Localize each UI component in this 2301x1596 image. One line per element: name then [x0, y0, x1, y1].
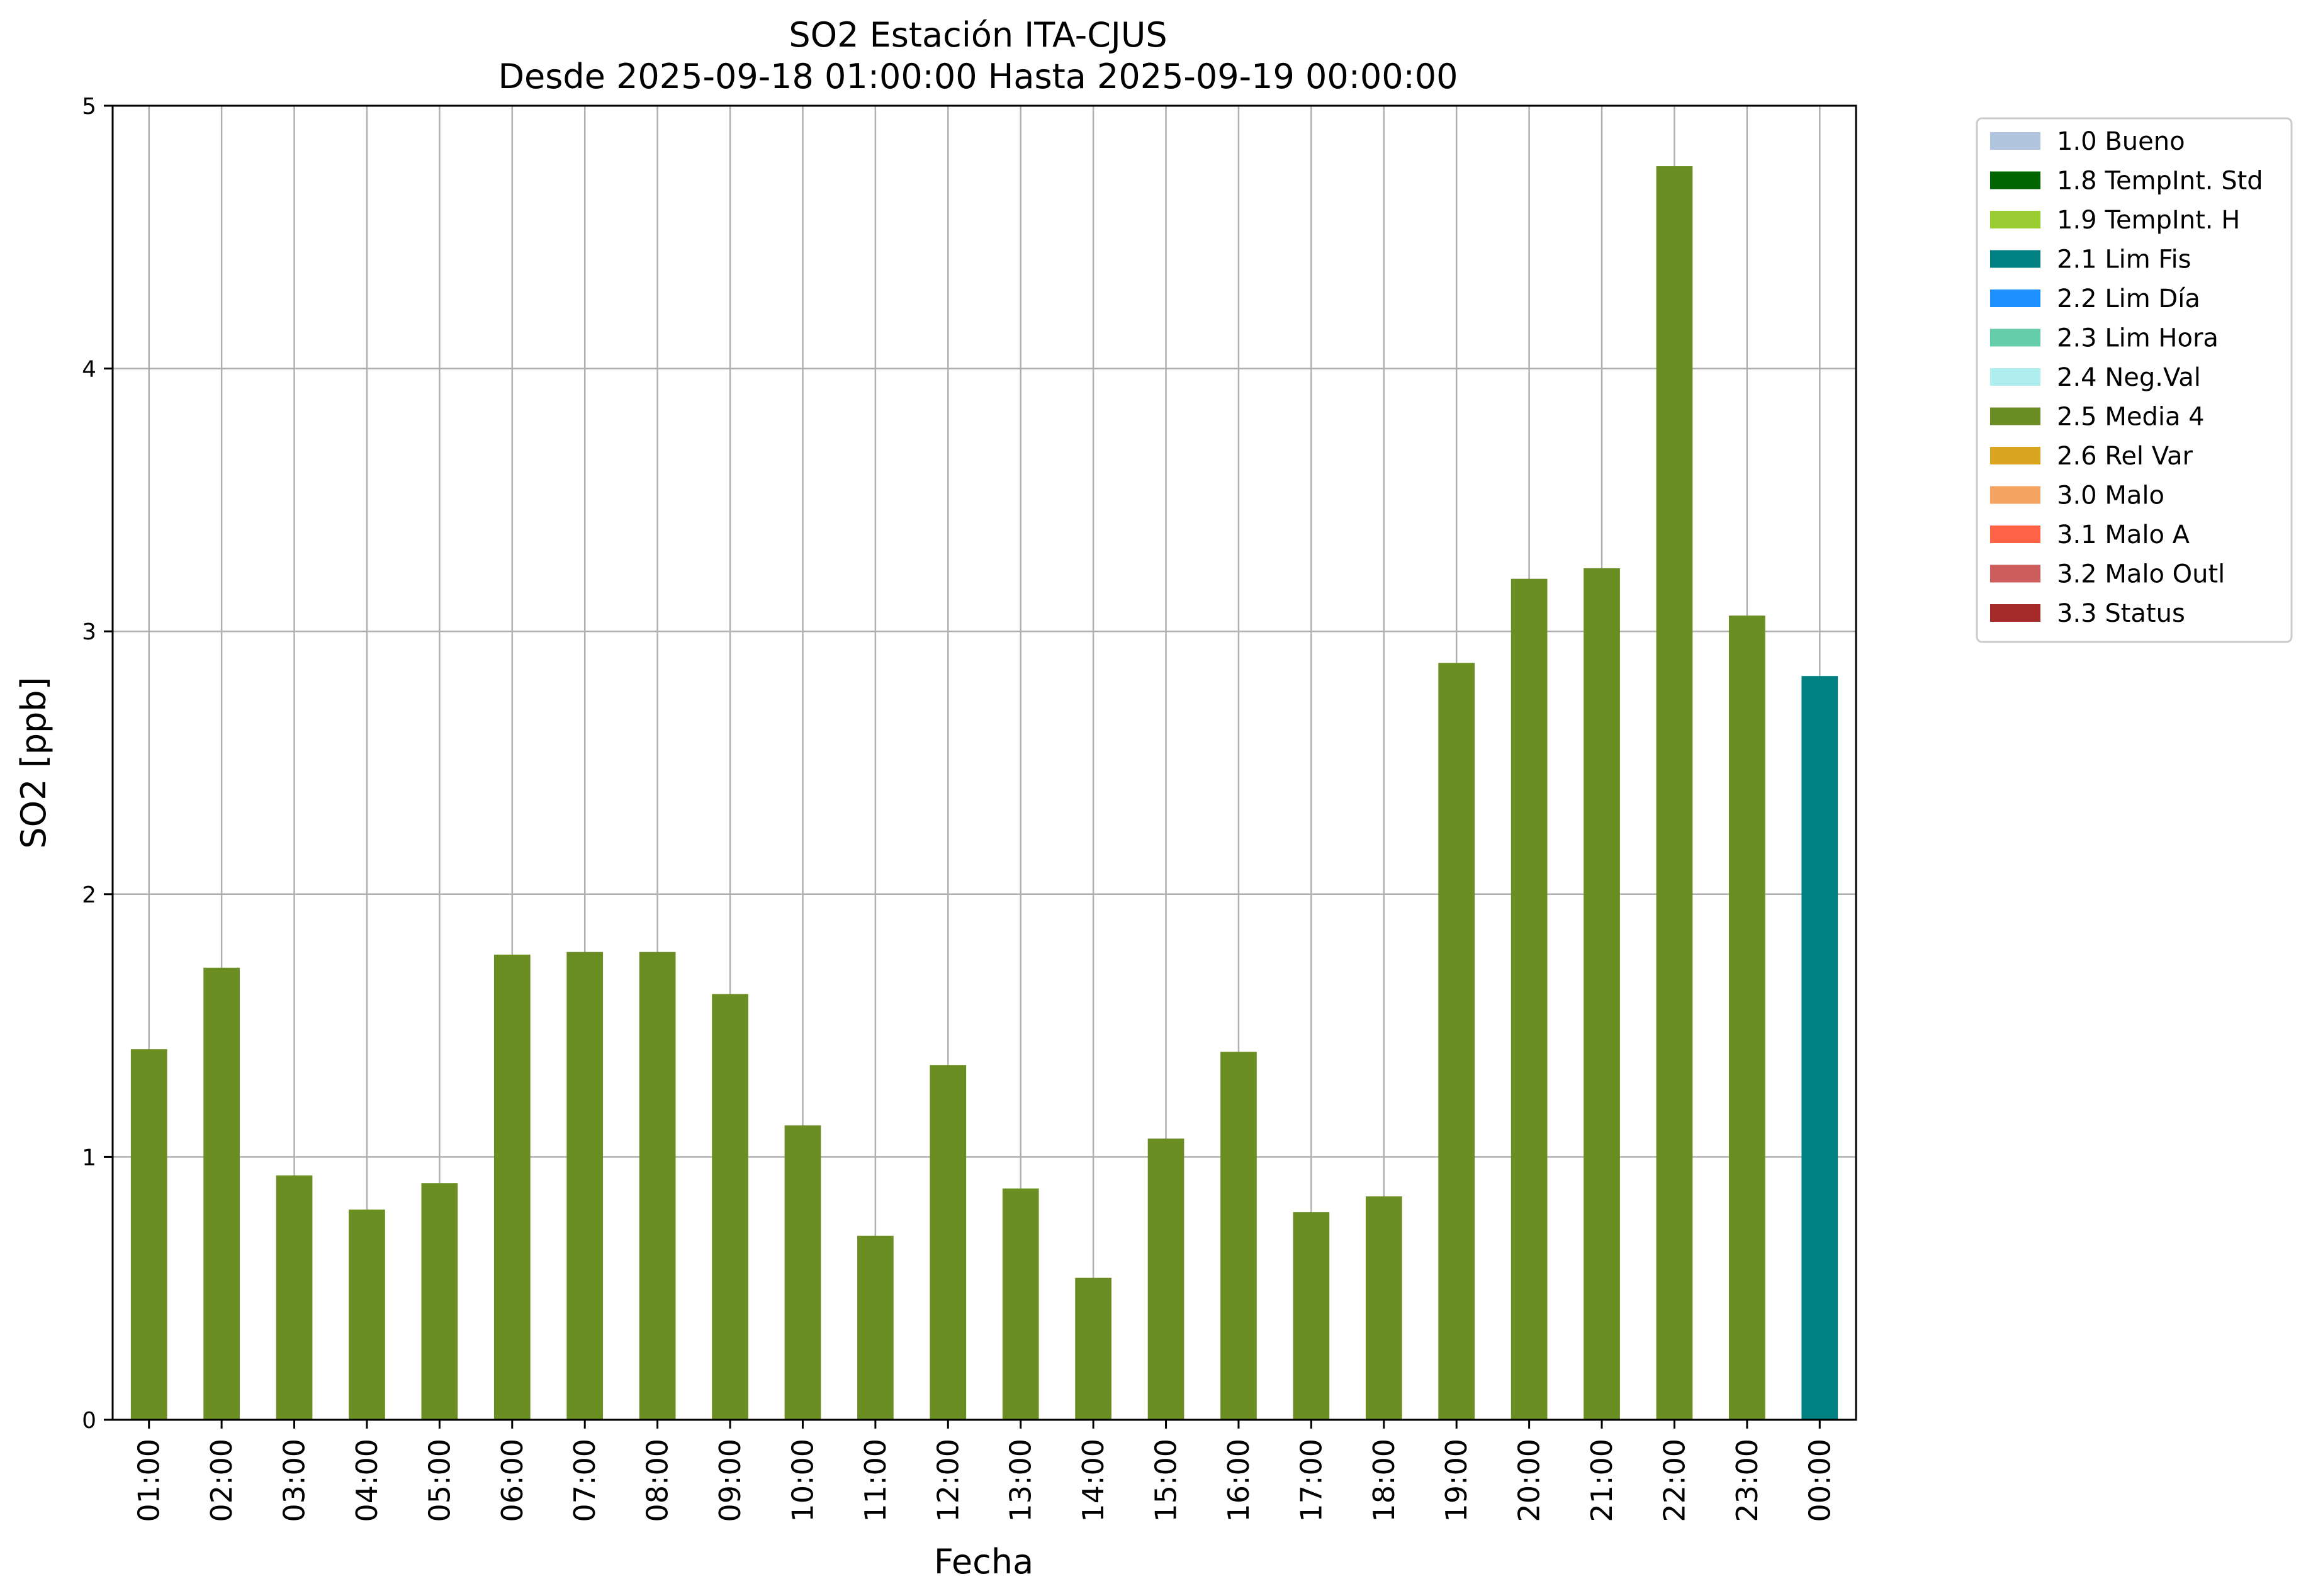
y-tick-label: 3: [82, 619, 96, 645]
legend-swatch: [1990, 132, 2040, 150]
bar-1600: [1220, 1052, 1257, 1420]
x-tick-label: 04:00: [350, 1439, 384, 1522]
bar-1000: [784, 1125, 821, 1420]
legend-label: 1.9 TempInt. H: [2057, 206, 2240, 235]
legend-label: 2.4 Neg.Val: [2057, 363, 2201, 392]
legend-swatch: [1990, 525, 2040, 543]
bar-1800: [1365, 1196, 1402, 1420]
legend: 1.0 Bueno 1.8 TempInt. Std 1.9 TempInt. H 2…: [1976, 117, 2293, 643]
y-axis-label: SO2 [ppb]: [14, 677, 53, 848]
bar-0200: [203, 967, 240, 1420]
x-tick-label: 22:00: [1657, 1439, 1691, 1522]
legend-frame: [1976, 117, 2293, 643]
legend-swatch: [1990, 171, 2040, 189]
bar-1100: [857, 1235, 894, 1420]
legend-label: 3.3 Status: [2057, 599, 2185, 628]
bar-1900: [1438, 663, 1475, 1420]
legend-swatch: [1990, 486, 2040, 504]
bar-1200: [930, 1065, 967, 1420]
legend-label: 1.8 TempInt. Std: [2057, 167, 2263, 196]
x-tick-label: 15:00: [1149, 1439, 1183, 1522]
x-tick-label: 16:00: [1222, 1439, 1256, 1522]
legend-swatch: [1990, 368, 2040, 386]
bar-2200: [1656, 166, 1693, 1420]
y-tick-label: 5: [82, 94, 96, 120]
legend-label: 2.6 Rel Var: [2057, 442, 2193, 471]
x-tick-label: 14:00: [1076, 1439, 1110, 1522]
y-axis-ticks: 0 1 2 3 4 5: [82, 94, 113, 1434]
legend-swatch: [1990, 250, 2040, 268]
legend-label: 2.3 Lim Hora: [2057, 324, 2219, 353]
x-tick-label: 19:00: [1439, 1439, 1473, 1522]
legend-label: 3.0 Malo: [2057, 481, 2164, 510]
legend-swatch: [1990, 329, 2040, 347]
legend-swatch: [1990, 211, 2040, 228]
bar-0100: [130, 1049, 167, 1420]
legend-label: 2.1 Lim Fis: [2057, 245, 2191, 274]
legend-label: 3.1 Malo A: [2057, 520, 2190, 549]
x-tick-label: 23:00: [1730, 1439, 1764, 1522]
legend-swatch: [1990, 565, 2040, 583]
x-tick-label: 01:00: [132, 1439, 166, 1522]
x-tick-label: 08:00: [641, 1439, 675, 1522]
legend-label: 1.0 Bueno: [2057, 127, 2185, 156]
bar-0500: [421, 1183, 458, 1420]
bar-0300: [276, 1175, 313, 1420]
x-tick-label: 06:00: [495, 1439, 529, 1522]
x-tick-label: 21:00: [1585, 1439, 1619, 1522]
x-axis-label: Fecha: [934, 1542, 1033, 1582]
bar-1500: [1147, 1138, 1184, 1420]
x-tick-label: 12:00: [931, 1439, 965, 1522]
plot-frame: [111, 104, 1857, 1421]
legend-swatch: [1990, 447, 2040, 464]
legend-swatch: [1990, 407, 2040, 425]
y-tick-label: 4: [82, 357, 96, 383]
bar-0400: [349, 1209, 385, 1420]
bar-0600: [493, 954, 531, 1420]
bar-2000: [1511, 578, 1548, 1420]
legend-label: 3.2 Malo Outl: [2057, 560, 2225, 589]
bar-0900: [712, 994, 748, 1420]
bar-0700: [566, 952, 604, 1420]
x-tick-label: 18:00: [1367, 1439, 1401, 1522]
x-tick-label: 13:00: [1004, 1439, 1038, 1522]
chart-title: SO2 Estación ITA-CJUS: [789, 15, 1167, 55]
x-tick-label: 20:00: [1512, 1439, 1546, 1522]
bar-0000: [1801, 676, 1838, 1420]
bar-0800: [639, 952, 676, 1420]
legend-label: 2.5 Media 4: [2057, 403, 2205, 432]
bar-2300: [1729, 615, 1765, 1420]
bar-1300: [1002, 1188, 1039, 1420]
x-tick-label: 09:00: [713, 1439, 747, 1522]
chart-subtitle: Desde 2025-09-18 01:00:00 Hasta 2025-09-…: [498, 57, 1458, 96]
legend-label: 2.2 Lim Día: [2057, 284, 2200, 313]
x-tick-label: 07:00: [568, 1439, 602, 1522]
x-tick-label: 10:00: [785, 1439, 819, 1522]
bar-1700: [1293, 1212, 1330, 1420]
bar-1400: [1075, 1278, 1111, 1420]
legend-swatch: [1990, 604, 2040, 622]
x-tick-label: 03:00: [278, 1439, 312, 1522]
x-tick-label: 11:00: [858, 1439, 892, 1522]
x-axis-ticks: 01:00 02:00 03:00 04:00 05:00 06:00 07:00 08:00…: [132, 1420, 1837, 1522]
x-tick-label: 05:00: [422, 1439, 456, 1522]
bars: [130, 166, 1838, 1420]
legend-swatch: [1990, 289, 2040, 307]
bar-2100: [1584, 568, 1620, 1420]
y-tick-label: 2: [82, 882, 96, 908]
x-tick-label: 17:00: [1294, 1439, 1328, 1522]
x-tick-label: 00:00: [1803, 1439, 1837, 1522]
y-tick-label: 0: [82, 1408, 96, 1434]
y-tick-label: 1: [82, 1145, 96, 1171]
x-tick-label: 02:00: [205, 1439, 239, 1522]
